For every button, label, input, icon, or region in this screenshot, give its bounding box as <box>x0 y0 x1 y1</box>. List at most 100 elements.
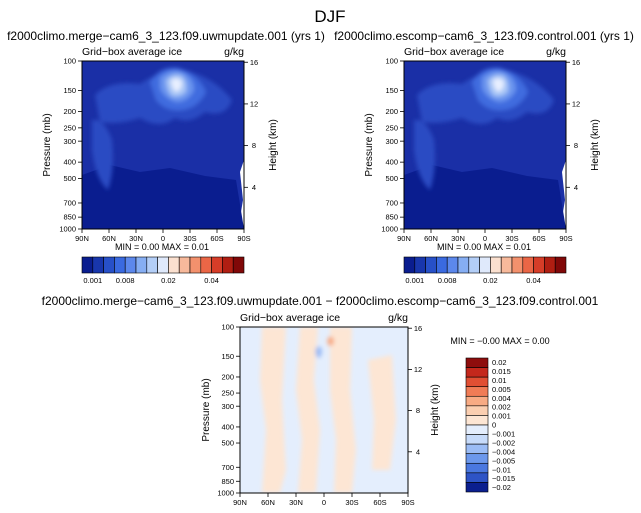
x-tick-label: 60S <box>210 234 223 243</box>
y-tick-label: 500 <box>385 174 398 183</box>
panel-control: f2000climo.escomp−cam6_3_123.f09.control… <box>334 29 634 285</box>
colorbar-label: 0.04 <box>204 276 219 285</box>
colorbar-label: 0.02 <box>483 276 498 285</box>
colorbar-swatch <box>465 367 489 378</box>
field-plot: 100 150 200 250 300 400 500 700 850 1000 4 8 12 16 9… <box>42 57 279 243</box>
y-axis-left: 100 150 200 250 300 400 500 700 850 1000 <box>381 57 404 234</box>
colorbar-label: 0.005 <box>492 385 511 394</box>
y-tick-label: 200 <box>63 107 76 116</box>
colorbar-swatch <box>446 256 459 274</box>
y-tick-label: 400 <box>385 158 398 167</box>
colorbar-swatch <box>157 256 169 274</box>
panel-header: f2000climo.merge−cam6_3_123.f09.uwmupdat… <box>7 29 325 43</box>
y2-tick-label: 12 <box>572 100 580 109</box>
y-axis-title: Pressure (mb) <box>42 113 53 176</box>
colorbar-swatch <box>465 386 489 397</box>
colorbar-swatch <box>465 482 489 493</box>
colorbar-swatch <box>465 395 489 407</box>
field-plot: 100 150 200 250 300 400 500 700 850 1000 4 8 12 16 9… <box>364 57 601 243</box>
colorbar-swatch <box>124 256 137 274</box>
y2-tick-label: 8 <box>574 141 578 150</box>
colorbar-swatch <box>457 256 470 274</box>
colorbar-swatch <box>465 424 489 435</box>
x-tick-label: 60N <box>261 498 275 507</box>
x-axis: 90N 60N 30N 0 30S 60S 90S <box>233 493 415 507</box>
y-tick-label: 150 <box>221 352 234 361</box>
y-tick-label: 1000 <box>217 489 234 498</box>
panel-units: g/kg <box>388 312 408 324</box>
ice-contour-1b <box>414 119 435 190</box>
colorbar-label: −0.005 <box>492 456 515 465</box>
colorbar-swatch <box>211 256 223 274</box>
x-tick-label: 30N <box>451 234 465 243</box>
difference-title: f2000climo.merge−cam6_3_123.f09.uwmupdat… <box>42 294 599 308</box>
x-tick-label: 90S <box>237 234 250 243</box>
colorbar-label: 0.004 <box>492 394 511 403</box>
colorbar-swatch <box>425 256 437 274</box>
colorbar-swatch <box>533 256 545 274</box>
x-tick-label: 30N <box>129 234 143 243</box>
colorbar-swatch <box>403 256 416 274</box>
y-tick-label: 700 <box>63 199 76 208</box>
season-title: DJF <box>314 7 345 26</box>
y2-tick-label: 12 <box>250 100 258 109</box>
y-tick-label: 250 <box>63 123 76 132</box>
colorbar-label: −0.02 <box>492 483 511 492</box>
colorbar-swatch <box>222 256 234 274</box>
colorbar-label: 0.04 <box>526 276 541 285</box>
x-tick-label: 30S <box>183 234 196 243</box>
panel-subtitle: Grid−box average ice <box>82 46 182 58</box>
min-max-stats: MIN = 0.00 MAX = 0.01 <box>437 242 531 252</box>
y2-tick-label: 4 <box>574 183 578 192</box>
y2-axis-title: Height (km) <box>590 119 601 171</box>
x-tick-label: 90N <box>75 234 89 243</box>
colorbar-swatch <box>465 405 489 416</box>
colorbar-swatch <box>554 256 567 274</box>
ice-region-low <box>404 165 566 229</box>
colorbar-swatch <box>81 256 94 274</box>
y-tick-label: 100 <box>63 57 76 66</box>
colorbar-swatch <box>468 256 480 274</box>
colorbar-swatch <box>178 256 191 274</box>
y2-axis-title: Height (km) <box>430 384 441 436</box>
diff-positive-band <box>296 327 320 493</box>
x-tick-label: 60S <box>373 498 386 507</box>
colorbar-swatch <box>479 256 491 274</box>
colorbar-swatch <box>465 472 489 483</box>
y-tick-label: 250 <box>221 389 234 398</box>
colorbar-label: −0.01 <box>492 465 511 474</box>
y2-tick-label: 4 <box>416 447 420 456</box>
x-tick-label: 30S <box>345 498 358 507</box>
y-tick-label: 100 <box>221 323 234 332</box>
y-tick-label: 500 <box>221 439 234 448</box>
y-tick-label: 400 <box>63 158 76 167</box>
y-tick-label: 500 <box>63 174 76 183</box>
y-axis-title: Pressure (mb) <box>201 378 212 441</box>
panel-subtitle: Grid−box average ice <box>240 312 340 324</box>
colorbar-swatch <box>92 256 104 274</box>
y-tick-label: 250 <box>385 123 398 132</box>
colorbar-swatch <box>522 256 534 274</box>
y2-tick-label: 12 <box>414 365 422 374</box>
y2-tick-label: 8 <box>416 406 420 415</box>
y-tick-label: 400 <box>221 423 234 432</box>
panel-header: f2000climo.escomp−cam6_3_123.f09.control… <box>334 29 634 43</box>
colorbar: 0.001 0.008 0.02 0.04 <box>81 256 245 285</box>
x-tick-label: 30N <box>289 498 303 507</box>
x-tick-label: 60N <box>424 234 438 243</box>
ice-contour-5 <box>493 78 504 92</box>
y-tick-label: 850 <box>385 213 398 222</box>
colorbar-swatch <box>465 415 489 426</box>
colorbar-swatch <box>168 256 180 274</box>
y-tick-label: 1000 <box>381 225 398 234</box>
panel-units: g/kg <box>546 46 566 58</box>
y-tick-label: 300 <box>385 137 398 146</box>
x-tick-label: 0 <box>322 498 326 507</box>
y-tick-label: 200 <box>385 107 398 116</box>
y-tick-label: 850 <box>63 213 76 222</box>
y-tick-label: 150 <box>63 86 76 95</box>
field-plot: 100 150 200 250 300 400 500 700 850 1000 4 8 12 16 9… <box>201 323 441 507</box>
y-tick-label: 700 <box>221 463 234 472</box>
colorbar-swatch <box>511 256 524 274</box>
